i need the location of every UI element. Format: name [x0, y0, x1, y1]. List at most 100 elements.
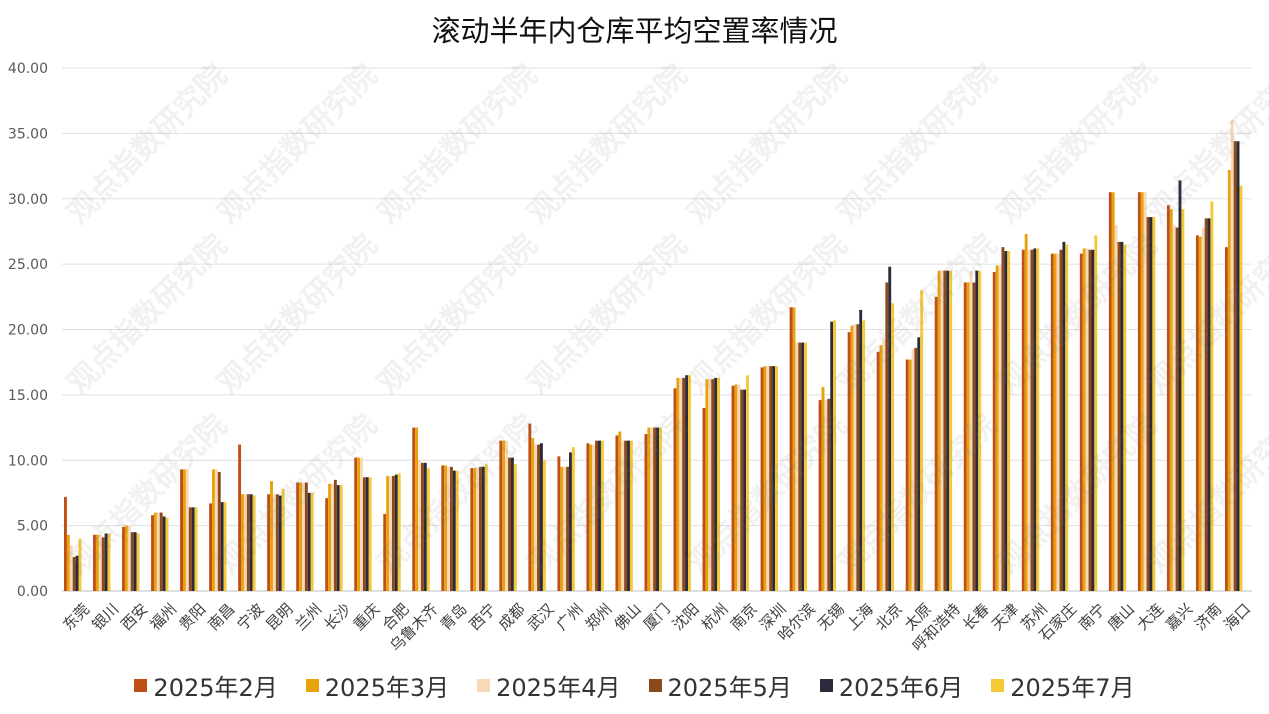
bar	[795, 342, 799, 591]
bar	[272, 494, 276, 591]
bar	[1140, 192, 1144, 591]
bar	[1021, 249, 1025, 591]
bar	[418, 460, 421, 591]
bar	[734, 384, 738, 591]
bar	[847, 332, 851, 591]
bar	[853, 324, 857, 591]
bar	[75, 555, 79, 591]
legend-item: 2025年4月	[477, 668, 621, 703]
bar	[714, 377, 718, 591]
bar	[766, 366, 770, 591]
bar	[64, 496, 67, 591]
bar	[830, 321, 834, 591]
bar	[1201, 227, 1205, 591]
x-tick-label: 无锡	[814, 600, 848, 634]
bar	[542, 460, 546, 591]
bar	[1059, 249, 1063, 591]
bar	[656, 427, 659, 591]
bar	[1114, 224, 1118, 591]
bar	[1007, 251, 1011, 592]
bar	[731, 385, 735, 591]
bar	[336, 485, 340, 591]
bar	[124, 525, 128, 591]
bar	[566, 466, 570, 591]
bar	[969, 270, 973, 591]
bar	[650, 427, 654, 591]
x-tick-label: 兰州	[292, 600, 326, 634]
bar	[1181, 209, 1185, 591]
bar	[502, 440, 506, 591]
bar	[621, 440, 625, 591]
x-tick-label: 济南	[1191, 600, 1225, 634]
bar	[705, 379, 709, 591]
legend-item: 2025年6月	[819, 668, 963, 703]
x-tick-label: 广州	[553, 600, 587, 634]
bar	[156, 512, 160, 591]
bar	[397, 473, 401, 591]
bar	[304, 482, 308, 591]
x-tick-label: 天津	[988, 600, 1022, 634]
bar	[1079, 253, 1083, 592]
x-tick-label: 长春	[959, 600, 993, 634]
y-tick-label: 10.00	[8, 453, 48, 469]
bar	[252, 495, 256, 591]
bar	[1062, 241, 1066, 591]
bar	[685, 375, 689, 591]
bar	[1137, 192, 1141, 591]
bar	[209, 503, 213, 591]
bar	[151, 515, 154, 591]
x-tick-label: 南昌	[204, 600, 238, 634]
bar	[185, 469, 189, 591]
bar	[946, 270, 950, 591]
bar	[93, 534, 96, 591]
bar	[850, 325, 854, 591]
bar	[223, 502, 227, 591]
bar	[789, 307, 793, 591]
bar	[1239, 185, 1243, 592]
bar	[1149, 217, 1153, 591]
bar	[107, 533, 111, 591]
bar	[737, 384, 741, 591]
bar	[1166, 205, 1170, 591]
x-tick-label: 东莞	[59, 600, 93, 634]
legend-item: 2025年3月	[305, 668, 449, 703]
bar	[943, 270, 947, 591]
bar	[592, 444, 596, 591]
bar	[1120, 241, 1124, 591]
bar	[182, 469, 186, 591]
bar	[673, 388, 677, 591]
bar	[444, 465, 448, 591]
y-tick-label: 20.00	[8, 323, 48, 339]
legend-swatch	[991, 679, 1005, 692]
bar	[644, 434, 648, 591]
bar	[383, 513, 387, 591]
bar	[908, 359, 912, 591]
bar	[589, 444, 593, 591]
bar	[95, 534, 99, 591]
y-tick-label: 5.00	[17, 519, 48, 535]
bar	[679, 377, 683, 591]
x-tick-label: 上海	[843, 600, 877, 634]
bar	[1085, 248, 1089, 591]
bar	[557, 456, 561, 591]
bar	[310, 492, 314, 591]
bar	[98, 534, 102, 591]
bar	[824, 400, 828, 591]
bar	[508, 457, 511, 591]
bar	[505, 440, 509, 591]
bar	[539, 443, 543, 591]
bar	[769, 366, 773, 591]
bar	[563, 466, 567, 591]
x-tick-label: 厦门	[640, 600, 674, 634]
legend-swatch	[477, 679, 491, 692]
bar	[740, 389, 744, 591]
legend-item: 2025年7月	[991, 668, 1135, 703]
x-tick-label: 嘉兴	[1162, 600, 1196, 634]
bar	[165, 517, 169, 591]
bar	[1178, 180, 1182, 591]
legend-label: 2025年2月	[153, 674, 278, 702]
x-tick-label: 大连	[1133, 600, 1167, 634]
bar	[1207, 218, 1211, 592]
legend: 2025年2月 2025年3月 2025年4月 2025年5月 2025年6月 2025年…	[0, 668, 1269, 703]
bar	[78, 538, 82, 591]
